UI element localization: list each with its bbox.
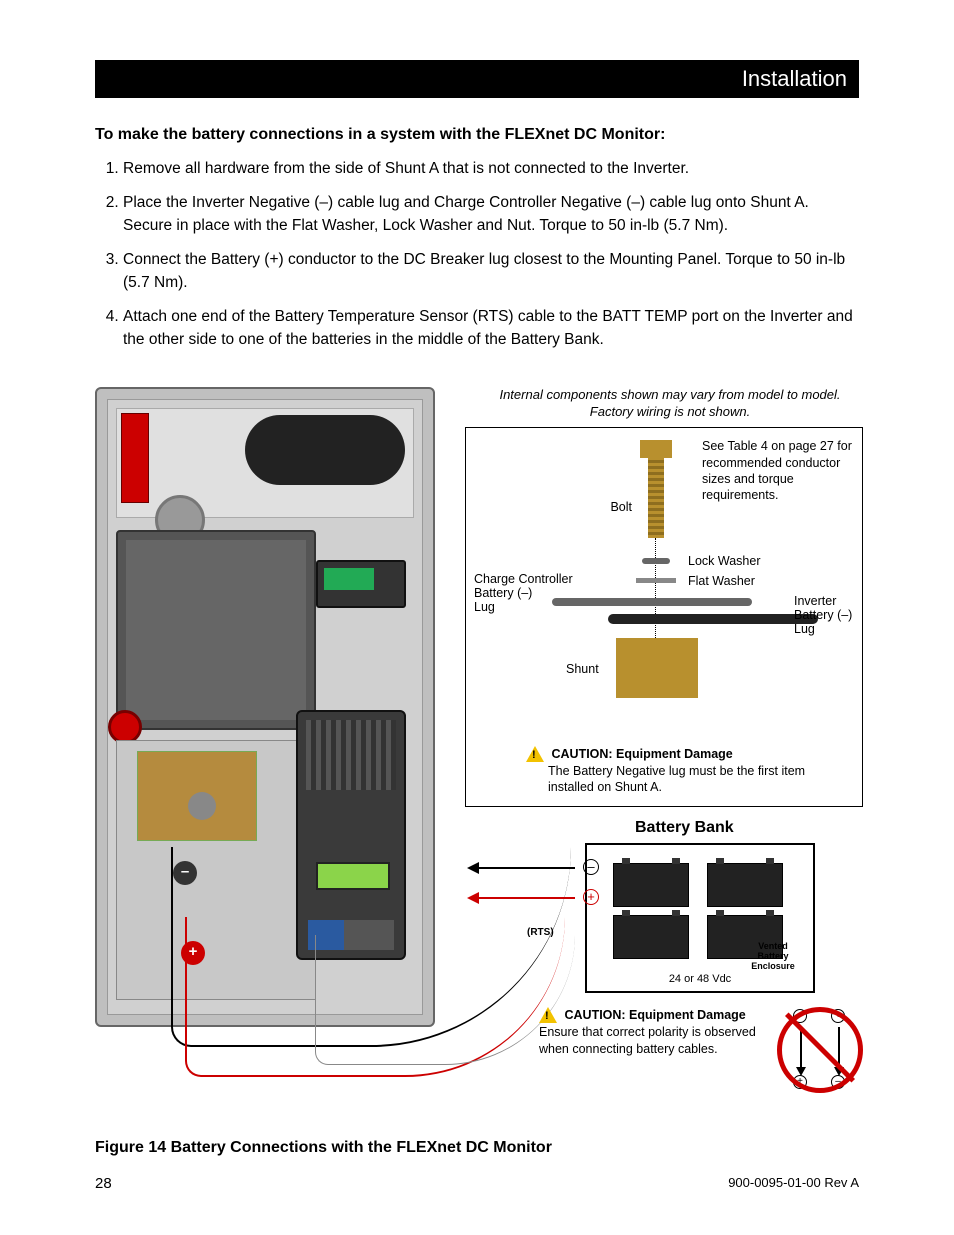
step-2: Place the Inverter Negative (–) cable lu… bbox=[123, 192, 859, 237]
bolt-head-icon bbox=[640, 440, 672, 458]
cc-lug-l3: Lug bbox=[474, 600, 495, 614]
shunt-label: Shunt bbox=[566, 662, 599, 676]
neg-arrow-head-icon bbox=[467, 862, 479, 874]
battery-icon bbox=[613, 915, 689, 959]
shunt-exploded-icon bbox=[616, 638, 698, 698]
breaker-interior bbox=[126, 540, 306, 720]
lock-washer-icon bbox=[642, 558, 670, 564]
battery-bank-title: Battery Bank bbox=[635, 819, 734, 837]
ac-terminals-icon bbox=[121, 413, 149, 503]
caution2-title: CAUTION: Equipment Damage bbox=[564, 1008, 745, 1022]
step-3: Connect the Battery (+) conductor to the… bbox=[123, 249, 859, 294]
inverter-top-icon bbox=[245, 415, 405, 485]
step-1: Remove all hardware from the side of Shu… bbox=[123, 158, 859, 180]
ac-section bbox=[116, 408, 414, 518]
inv-lug-l2: Battery (–) bbox=[794, 608, 852, 622]
caution1-title: CAUTION: Equipment Damage bbox=[551, 747, 732, 761]
pos-arrow-line bbox=[475, 897, 575, 899]
mate-screen-icon bbox=[324, 568, 374, 590]
section-title: Installation bbox=[742, 66, 847, 91]
flat-washer-label: Flat Washer bbox=[688, 574, 755, 588]
note-line-2: Factory wiring is not shown. bbox=[590, 404, 750, 419]
inv-lug-l3: Lug bbox=[794, 622, 815, 636]
page-footer: 28 900-0095-01-00 Rev A bbox=[95, 1175, 859, 1192]
figure-caption: Figure 14 Battery Connections with the F… bbox=[95, 1139, 859, 1157]
caution2-body: Ensure that correct polarity is observed… bbox=[539, 1025, 756, 1056]
figure-note: Internal components shown may vary from … bbox=[485, 387, 855, 421]
shunt-bolt-icon bbox=[188, 792, 216, 820]
section-header: Installation bbox=[95, 60, 859, 98]
warning-triangle-icon bbox=[539, 1007, 557, 1023]
warning-triangle-icon bbox=[526, 746, 544, 762]
battery-bank-enclosure: Vented Battery Enclosure 24 or 48 Vdc bbox=[585, 843, 815, 993]
inv-lug-l1: Inverter bbox=[794, 594, 836, 608]
exploded-view: See Table 4 on page 27 for recommended c… bbox=[465, 427, 863, 807]
caution-2: CAUTION: Equipment Damage Ensure that co… bbox=[539, 1007, 759, 1058]
rts-cable-icon bbox=[315, 935, 575, 1065]
battery-icon bbox=[707, 863, 783, 907]
document-page: Installation To make the battery connect… bbox=[0, 0, 954, 1232]
caution-1: CAUTION: Equipment Damage The Battery Ne… bbox=[526, 746, 806, 797]
dc-breaker-box bbox=[116, 530, 316, 730]
cc-lug-l2: Battery (–) bbox=[474, 586, 532, 600]
page-number: 28 bbox=[95, 1175, 112, 1192]
pos-arrow-head-icon bbox=[467, 892, 479, 904]
procedure-heading: To make the battery connections in a sys… bbox=[95, 126, 859, 144]
table-reference: See Table 4 on page 27 for recommended c… bbox=[702, 438, 852, 503]
polarity-prohibited-icon: – + + – bbox=[777, 1007, 863, 1093]
caution1-body: The Battery Negative lug must be the fir… bbox=[548, 763, 806, 797]
battery-icon bbox=[613, 863, 689, 907]
battery-voltage-label: 24 or 48 Vdc bbox=[587, 973, 813, 985]
note-line-1: Internal components shown may vary from … bbox=[499, 387, 840, 402]
flat-washer-icon bbox=[636, 578, 676, 583]
figure-14: – + Internal components shown may vary f… bbox=[95, 387, 859, 1127]
bolt-thread-icon bbox=[648, 458, 664, 538]
procedure-steps: Remove all hardware from the side of Shu… bbox=[95, 158, 859, 351]
inv-lug-label: Inverter Battery (–) Lug bbox=[794, 594, 858, 636]
step-4: Attach one end of the Battery Temperatur… bbox=[123, 306, 859, 351]
doc-revision: 900-0095-01-00 Rev A bbox=[728, 1175, 859, 1192]
lock-washer-label: Lock Washer bbox=[688, 554, 760, 568]
heatsink-icon bbox=[306, 720, 396, 790]
inverter-lug-icon bbox=[608, 614, 818, 624]
mate-controller bbox=[316, 560, 406, 608]
cc-lug-label: Charge Controller Battery (–) Lug bbox=[474, 572, 584, 614]
neg-arrow-line bbox=[475, 867, 575, 869]
bolt-label: Bolt bbox=[582, 500, 632, 514]
rts-label: (RTS) bbox=[527, 927, 554, 938]
dc-pos-terminal-icon bbox=[108, 710, 142, 744]
shunt-a-icon bbox=[137, 751, 257, 841]
vented-enclosure-label: Vented Battery Enclosure bbox=[743, 941, 803, 971]
cc-lug-l1: Charge Controller bbox=[474, 572, 573, 586]
